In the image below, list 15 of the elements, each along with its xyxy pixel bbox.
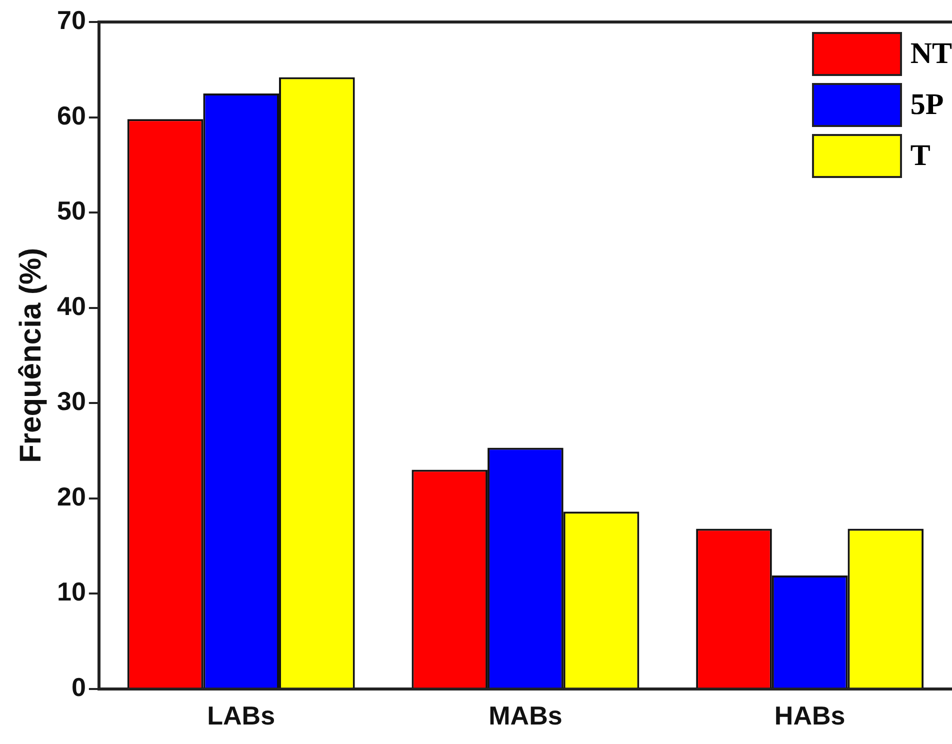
y-tick-label: 0 xyxy=(71,672,86,702)
x-tick-label: HABs xyxy=(774,700,846,731)
legend-label: 5P xyxy=(910,88,944,122)
y-tick-label: 50 xyxy=(57,196,86,226)
legend-label: T xyxy=(910,138,930,172)
y-tick-label: 20 xyxy=(57,481,86,512)
y-axis-title: Frequência (%) xyxy=(14,248,48,463)
legend-label: NT xyxy=(910,36,952,70)
y-tick-label: 60 xyxy=(57,100,86,130)
y-tick-label: 10 xyxy=(57,576,86,607)
y-tick-label: 70 xyxy=(57,5,86,36)
y-tick-label: 30 xyxy=(57,386,86,416)
y-tick-label: 40 xyxy=(57,290,86,321)
x-tick-label: LABs xyxy=(207,700,276,731)
x-tick-label: MABs xyxy=(488,700,562,731)
